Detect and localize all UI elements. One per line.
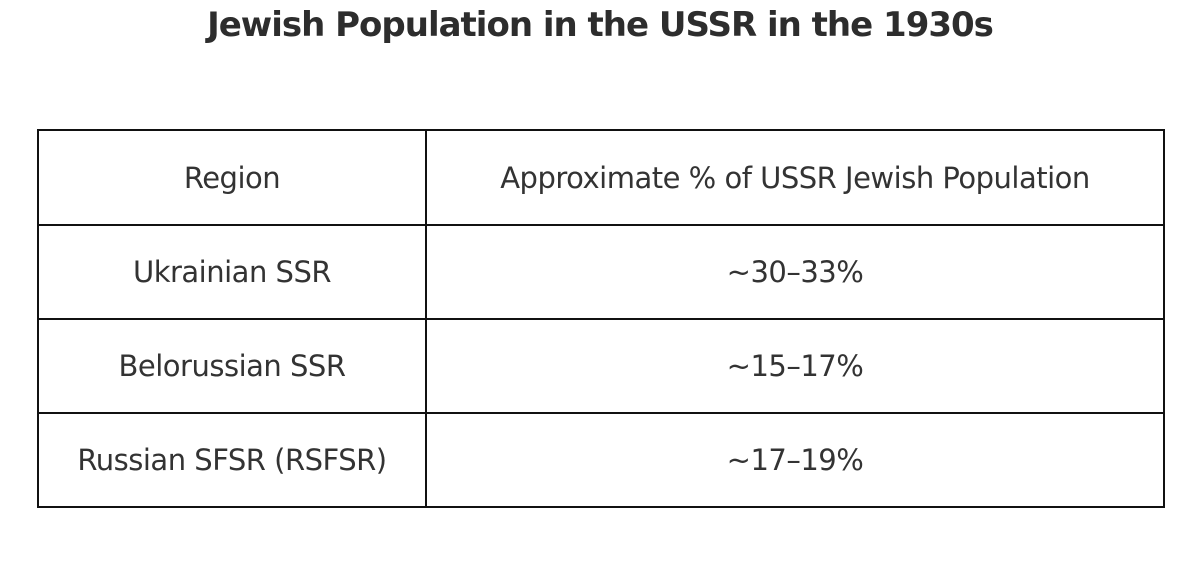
table-row: Ukrainian SSR ~30–33%	[37, 224, 1165, 320]
header-cell-percentage: Approximate % of USSR Jewish Population	[425, 129, 1165, 226]
jewish-population-table: Region Approximate % of USSR Jewish Popu…	[37, 129, 1165, 508]
cell-percentage: ~15–17%	[425, 318, 1165, 414]
cell-region: Ukrainian SSR	[37, 224, 427, 320]
cell-region: Russian SFSR (RSFSR)	[37, 412, 427, 508]
page-title: Jewish Population in the USSR in the 193…	[207, 5, 994, 45]
table-header-row: Region Approximate % of USSR Jewish Popu…	[37, 129, 1165, 226]
table-row: Russian SFSR (RSFSR) ~17–19%	[37, 412, 1165, 508]
cell-percentage: ~30–33%	[425, 224, 1165, 320]
cell-percentage: ~17–19%	[425, 412, 1165, 508]
header-cell-region: Region	[37, 129, 427, 226]
cell-region: Belorussian SSR	[37, 318, 427, 414]
table-row: Belorussian SSR ~15–17%	[37, 318, 1165, 414]
